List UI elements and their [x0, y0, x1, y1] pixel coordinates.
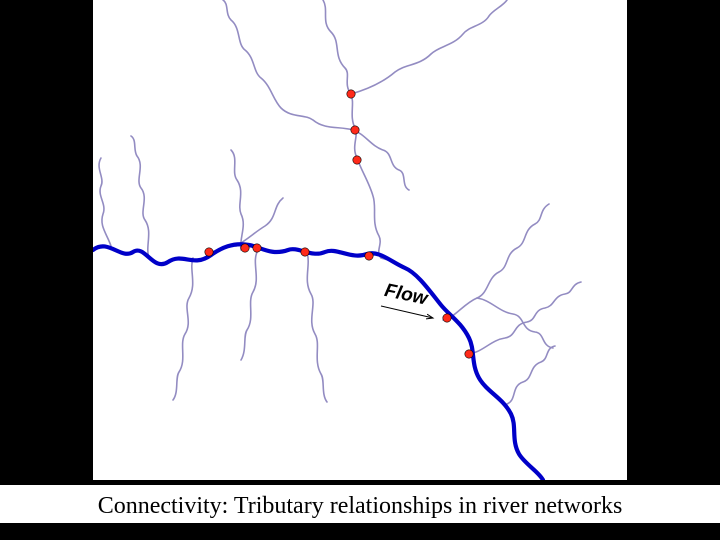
junction-node	[301, 248, 309, 256]
tributary-stream	[323, 0, 351, 94]
junction-node	[241, 244, 249, 252]
tributary-stream	[99, 158, 111, 246]
tributary-stream	[443, 204, 549, 320]
tributary-stream	[477, 298, 553, 348]
tributary-stream	[173, 258, 193, 400]
river-network-diagram: Flow	[93, 0, 627, 480]
tributary-stream	[357, 158, 388, 260]
junction-node	[465, 350, 473, 358]
junction-node	[351, 126, 359, 134]
tributary-stream	[223, 0, 353, 130]
junction-node	[205, 248, 213, 256]
tributary-stream	[507, 346, 555, 404]
junction-node	[443, 314, 451, 322]
tributary-stream	[307, 252, 327, 402]
junction-node	[347, 90, 355, 98]
river-network-svg	[93, 0, 627, 480]
tributary-stream	[469, 282, 581, 354]
tributary-stream	[351, 0, 507, 94]
junction-node	[353, 156, 361, 164]
slide-caption: Connectivity: Tributary relationships in…	[0, 493, 720, 520]
tributary-stream	[241, 250, 258, 360]
tributary-stream	[131, 136, 149, 258]
slide: Flow Connectivity: Tributary relationshi…	[0, 0, 720, 540]
junction-node	[253, 244, 261, 252]
tributary-stream	[231, 150, 243, 250]
junction-node	[365, 252, 373, 260]
